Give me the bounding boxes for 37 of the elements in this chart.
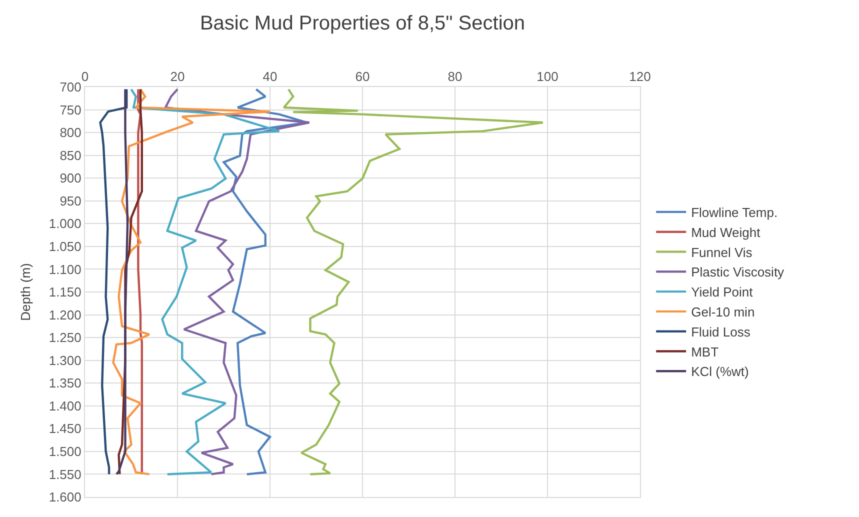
- y-tick-label: 1.400: [48, 398, 82, 414]
- x-tick-label: 0: [81, 68, 89, 84]
- y-tick-label: 700: [60, 80, 82, 95]
- y-tick-label: 1.250: [48, 330, 82, 346]
- y-tick-label: 1.600: [48, 490, 82, 505]
- y-tick-label: 1.500: [48, 444, 82, 459]
- y-axis-title: Depth (m): [18, 263, 33, 321]
- y-tick-label: 800: [60, 125, 82, 140]
- y-tick-label: 750: [60, 102, 82, 118]
- y-tick-label: 1.300: [48, 352, 82, 368]
- legend-label: Mud Weight: [691, 224, 761, 240]
- y-tick-label: 1.350: [48, 376, 82, 391]
- legend-label: Yield Point: [691, 284, 754, 300]
- y-tick-label: 1.150: [48, 284, 82, 300]
- legend-label: Gel-10 min: [691, 304, 755, 320]
- x-tick-label: 40: [262, 68, 278, 84]
- legend-label: Fluid Loss: [691, 324, 751, 340]
- y-tick-label: 1.050: [48, 238, 82, 254]
- y-tick-label: 1.000: [48, 216, 82, 232]
- y-tick-label: 950: [60, 193, 82, 208]
- chart-title: Basic Mud Properties of 8,5" Section: [200, 12, 526, 35]
- y-tick-label: 1.100: [48, 262, 82, 277]
- y-tick-label: 900: [60, 170, 82, 186]
- y-tick-label: 1.550: [48, 466, 82, 482]
- legend-label: Flowline Temp.: [691, 205, 778, 220]
- x-tick-label: 120: [629, 68, 651, 84]
- y-tick-label: 1.200: [48, 307, 82, 322]
- x-tick-label: 60: [355, 68, 370, 84]
- x-tick-label: 100: [536, 68, 558, 84]
- y-tick-label: 850: [60, 148, 82, 163]
- legend-label: Plastic Viscosity: [691, 264, 785, 280]
- legend-label: KCl (%wt): [691, 364, 749, 380]
- x-tick-label: 20: [170, 68, 185, 84]
- y-tick-label: 1.450: [48, 421, 82, 436]
- x-tick-label: 80: [448, 68, 462, 84]
- legend-label: MBT: [691, 344, 719, 360]
- legend-label: Funnel Vis: [691, 244, 753, 260]
